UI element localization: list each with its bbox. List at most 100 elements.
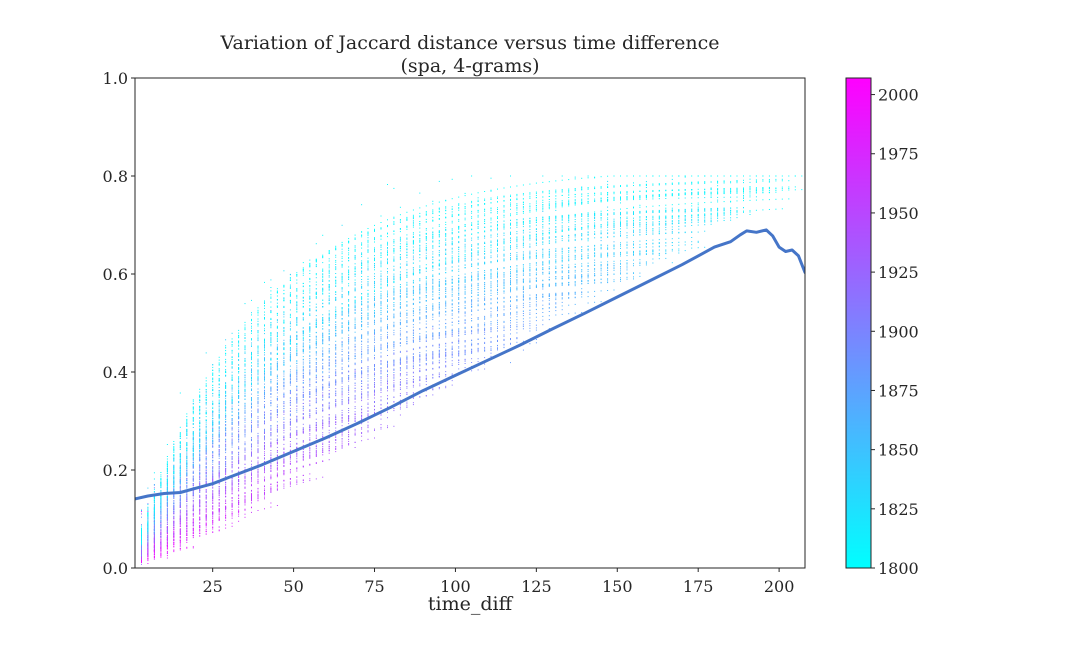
scatter-point bbox=[412, 356, 414, 357]
scatter-point bbox=[522, 306, 524, 308]
scatter-point bbox=[302, 408, 304, 410]
scatter-point bbox=[231, 471, 233, 473]
scatter-point bbox=[205, 457, 207, 459]
scatter-point bbox=[270, 487, 272, 489]
scatter-point bbox=[367, 430, 369, 432]
scatter-point bbox=[309, 372, 311, 373]
scatter-point bbox=[535, 301, 537, 303]
scatter-point bbox=[322, 404, 324, 406]
scatter-point bbox=[212, 511, 214, 513]
scatter-point bbox=[315, 444, 317, 446]
scatter-point bbox=[542, 300, 544, 302]
scatter-point bbox=[328, 376, 330, 378]
scatter-point bbox=[445, 319, 447, 321]
scatter-point bbox=[212, 437, 214, 439]
scatter-point bbox=[315, 427, 317, 429]
scatter-point bbox=[374, 411, 375, 413]
scatter-point bbox=[354, 364, 356, 366]
scatter-point bbox=[503, 305, 505, 307]
scatter-point bbox=[251, 470, 252, 472]
scatter-point bbox=[147, 555, 149, 557]
scatter-point bbox=[205, 494, 207, 496]
scatter-point bbox=[315, 436, 317, 438]
scatter-point bbox=[425, 354, 427, 356]
scatter-point bbox=[490, 342, 492, 343]
scatter-point bbox=[276, 406, 278, 408]
scatter-point bbox=[387, 382, 388, 384]
scatter-point bbox=[186, 500, 188, 502]
scatter-point bbox=[529, 306, 531, 308]
scatter-point bbox=[264, 396, 265, 398]
scatter-point bbox=[464, 326, 466, 328]
scatter-point bbox=[270, 426, 272, 428]
scatter-point bbox=[160, 554, 162, 556]
scatter-point bbox=[322, 450, 324, 451]
scatter-point bbox=[535, 297, 537, 299]
scatter-point bbox=[231, 443, 233, 445]
scatter-point bbox=[322, 372, 324, 374]
scatter-point bbox=[238, 458, 240, 460]
scatter-point bbox=[399, 327, 401, 329]
scatter-point bbox=[315, 445, 317, 447]
scatter-point bbox=[257, 452, 259, 454]
scatter-point bbox=[348, 356, 350, 358]
scatter-point bbox=[276, 485, 278, 487]
scatter-point bbox=[212, 468, 214, 469]
scatter-point bbox=[348, 417, 350, 419]
scatter-point bbox=[477, 317, 479, 318]
scatter-point bbox=[218, 512, 220, 514]
scatter-point bbox=[406, 322, 408, 324]
scatter-point bbox=[322, 460, 324, 462]
scatter-point bbox=[464, 331, 466, 333]
scatter-point bbox=[264, 442, 265, 443]
scatter-point bbox=[173, 500, 175, 502]
scatter-point bbox=[348, 400, 350, 402]
scatter-point bbox=[535, 329, 537, 331]
scatter-point bbox=[387, 397, 388, 399]
scatter-point bbox=[192, 514, 194, 516]
scatter-point bbox=[186, 505, 188, 507]
scatter-point bbox=[251, 414, 252, 416]
scatter-point bbox=[225, 449, 227, 450]
scatter-point bbox=[173, 535, 175, 537]
scatter-point bbox=[244, 454, 246, 456]
scatter-point bbox=[244, 448, 246, 450]
scatter-point bbox=[387, 331, 388, 333]
scatter-point bbox=[257, 475, 259, 477]
scatter-point bbox=[179, 533, 181, 535]
scatter-point bbox=[270, 457, 272, 459]
scatter-point bbox=[199, 478, 201, 480]
scatter-point bbox=[302, 441, 304, 443]
scatter-point bbox=[374, 394, 375, 396]
scatter-point bbox=[147, 558, 149, 560]
scatter-point bbox=[231, 460, 233, 462]
scatter-point bbox=[568, 294, 570, 296]
scatter-point bbox=[179, 490, 181, 492]
scatter-point bbox=[419, 317, 421, 319]
scatter-point bbox=[283, 464, 285, 466]
scatter-point bbox=[341, 435, 343, 437]
scatter-point bbox=[399, 393, 401, 395]
scatter-point bbox=[380, 367, 382, 369]
scatter-point bbox=[212, 444, 214, 446]
scatter-point bbox=[276, 404, 278, 406]
scatter-point bbox=[561, 293, 563, 295]
scatter-point bbox=[484, 322, 486, 324]
scatter-point bbox=[296, 408, 298, 410]
scatter-point bbox=[257, 492, 259, 494]
scatter-point bbox=[322, 392, 324, 394]
scatter-point bbox=[542, 324, 544, 326]
scatter-point bbox=[354, 406, 356, 408]
scatter-point bbox=[315, 381, 317, 383]
scatter-point bbox=[419, 355, 421, 357]
scatter-point bbox=[328, 422, 330, 423]
scatter-point bbox=[231, 482, 233, 484]
scatter-point bbox=[302, 414, 304, 415]
scatter-point bbox=[458, 350, 460, 352]
scatter-point bbox=[270, 471, 272, 472]
scatter-point bbox=[516, 319, 518, 321]
scatter-point bbox=[432, 353, 434, 355]
scatter-point bbox=[251, 413, 252, 415]
scatter-point bbox=[166, 557, 168, 559]
scatter-point bbox=[218, 439, 220, 441]
